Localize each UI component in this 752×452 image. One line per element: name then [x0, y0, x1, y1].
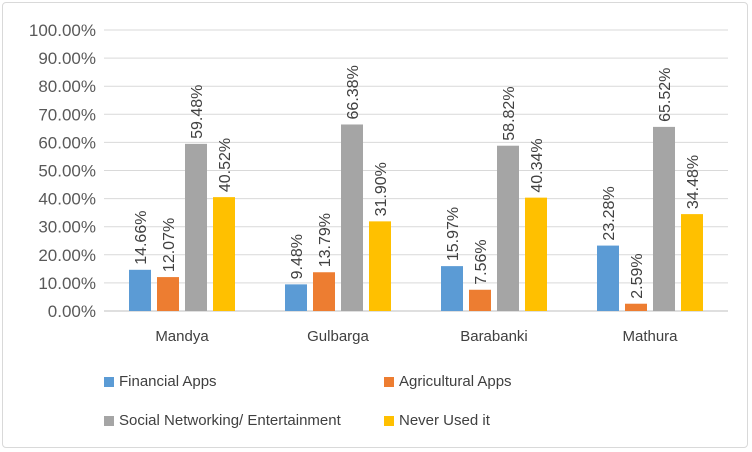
bar — [497, 145, 519, 311]
y-tick-label: 60.00% — [38, 133, 96, 152]
data-label: 7.56% — [473, 239, 490, 284]
legend-label: Financial Apps — [119, 373, 217, 390]
legend-item: Agricultural Apps — [384, 373, 512, 390]
data-label: 58.82% — [501, 86, 518, 140]
bar — [157, 277, 179, 311]
category-label: Mathura — [622, 328, 678, 345]
bar — [653, 126, 675, 312]
data-label: 31.90% — [373, 162, 390, 216]
legend-swatch — [104, 376, 114, 387]
legend-swatch — [384, 415, 394, 426]
y-tick-label: 30.00% — [38, 218, 96, 237]
bar — [625, 303, 647, 311]
bar — [525, 197, 547, 311]
legend-label: Social Networking/ Entertainment — [119, 412, 341, 429]
legend-label: Agricultural Apps — [399, 373, 512, 390]
legend-item: Social Networking/ Entertainment — [104, 412, 341, 429]
category-label: Gulbarga — [307, 328, 369, 345]
data-label: 40.52% — [217, 138, 234, 192]
data-label: 59.48% — [189, 85, 206, 139]
bar — [681, 214, 703, 311]
data-label: 65.52% — [657, 68, 674, 122]
legend-swatch — [384, 376, 394, 387]
data-label: 66.38% — [345, 65, 362, 119]
y-tick-label: 90.00% — [38, 49, 96, 68]
y-tick-label: 20.00% — [38, 246, 96, 265]
bar — [185, 143, 207, 311]
bar — [597, 245, 619, 311]
category-label: Barabanki — [460, 328, 528, 345]
legend-item: Financial Apps — [104, 373, 217, 390]
y-tick-label: 10.00% — [38, 274, 96, 293]
data-label: 13.79% — [317, 213, 334, 267]
legend-item: Never Used it — [384, 412, 490, 429]
y-tick-label: 80.00% — [38, 77, 96, 96]
y-tick-label: 40.00% — [38, 190, 96, 209]
bar — [369, 221, 391, 311]
legend-swatch — [104, 415, 114, 426]
bar — [441, 266, 463, 311]
bar — [469, 289, 491, 311]
data-label: 14.66% — [133, 211, 150, 265]
bar — [129, 269, 151, 311]
y-tick-label: 50.00% — [38, 162, 96, 181]
legend-label: Never Used it — [399, 412, 490, 429]
y-tick-label: 70.00% — [38, 105, 96, 124]
data-label: 12.07% — [161, 218, 178, 272]
y-tick-label: 0.00% — [48, 302, 96, 321]
bar — [213, 197, 235, 311]
data-label: 23.28% — [601, 186, 618, 240]
data-label: 9.48% — [289, 234, 306, 279]
bar — [285, 284, 307, 311]
bar — [341, 124, 363, 311]
data-label: 15.97% — [445, 207, 462, 261]
data-label: 40.34% — [529, 138, 546, 192]
data-label: 34.48% — [685, 155, 702, 209]
category-label: Mandya — [155, 328, 209, 345]
y-tick-label: 100.00% — [29, 21, 96, 40]
data-label: 2.59% — [629, 253, 646, 298]
bar — [313, 272, 335, 311]
